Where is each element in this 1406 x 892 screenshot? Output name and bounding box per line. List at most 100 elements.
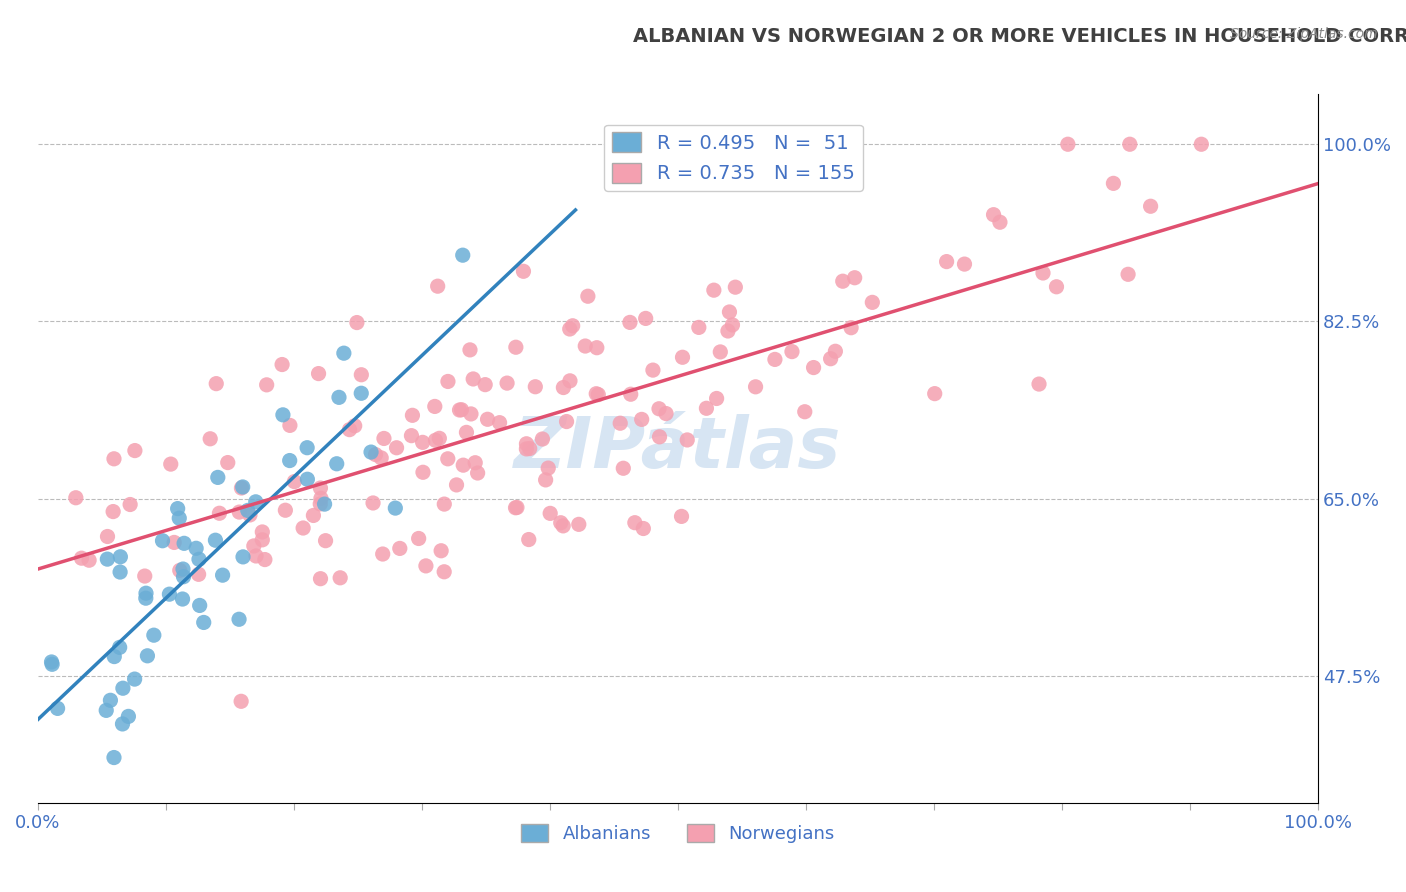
Point (935, 254, 957, 268)
Point (793, 405, 815, 419)
Point (648, 401, 671, 416)
Point (467, 466, 489, 480)
Point (718, 305, 741, 319)
Point (325, 457, 347, 471)
Point (425, 434, 447, 448)
Point (173, 570, 195, 584)
Point (460, 407, 482, 421)
Point (446, 478, 468, 492)
Point (204, 533, 226, 548)
Point (302, 508, 325, 523)
Point (252, 533, 274, 547)
Point (232, 480, 254, 494)
Point (515, 442, 537, 456)
Point (173, 536, 195, 550)
Point (553, 380, 575, 394)
Point (630, 412, 652, 426)
Point (343, 418, 366, 433)
Point (1056, 137, 1078, 152)
Point (136, 648, 159, 663)
Point (152, 533, 174, 548)
Point (436, 451, 458, 466)
Point (184, 541, 207, 556)
Point (437, 375, 460, 389)
Point (111, 681, 134, 696)
Point (451, 248, 474, 262)
Point (309, 497, 332, 511)
Point (333, 346, 356, 360)
Point (558, 374, 581, 388)
Point (232, 549, 254, 564)
Point (309, 572, 332, 586)
Point (555, 415, 578, 429)
Point (167, 511, 190, 525)
Point (676, 433, 699, 447)
Point (449, 403, 471, 417)
Point (839, 320, 862, 334)
Point (619, 315, 641, 329)
Point (271, 358, 294, 372)
Point (488, 416, 510, 430)
Point (245, 495, 267, 509)
Point (315, 533, 337, 548)
Point (588, 387, 610, 401)
Point (538, 507, 561, 521)
Point (671, 509, 693, 524)
Point (134, 569, 156, 583)
Point (988, 215, 1011, 229)
Point (117, 709, 139, 723)
Point (415, 558, 437, 573)
Point (77, 553, 100, 567)
Point (634, 311, 657, 326)
Point (519, 442, 541, 456)
Point (217, 456, 239, 470)
Point (1032, 266, 1054, 280)
Point (308, 367, 330, 381)
Point (278, 418, 301, 433)
Point (96, 703, 118, 717)
Point (70, 551, 93, 566)
Point (450, 402, 472, 417)
Point (193, 615, 215, 630)
Point (803, 360, 825, 375)
Point (512, 264, 534, 278)
Point (464, 456, 486, 470)
Point (41, 657, 63, 672)
Point (534, 473, 557, 487)
Point (609, 416, 631, 430)
Point (423, 400, 446, 414)
Point (360, 445, 382, 459)
Point (361, 496, 384, 510)
Point (205, 376, 228, 391)
Point (505, 340, 527, 354)
Point (561, 318, 583, 333)
Point (412, 465, 434, 479)
Point (412, 435, 434, 450)
Point (346, 316, 368, 330)
Point (350, 386, 373, 401)
Point (515, 437, 537, 451)
Point (612, 461, 634, 475)
Text: Source: ZipAtlas.com: Source: ZipAtlas.com (1230, 27, 1378, 41)
Point (744, 380, 766, 394)
Point (824, 344, 846, 359)
Text: ZIPátlas: ZIPátlas (515, 414, 842, 483)
Point (537, 461, 560, 475)
Point (655, 407, 678, 421)
Point (169, 563, 191, 577)
Point (517, 533, 540, 547)
Point (1045, 279, 1067, 293)
Point (188, 552, 211, 566)
Point (401, 409, 423, 423)
Point (187, 567, 209, 582)
Point (256, 377, 278, 392)
Point (371, 547, 394, 561)
Point (370, 450, 392, 465)
Point (110, 549, 132, 564)
Point (384, 501, 406, 516)
Point (124, 443, 146, 458)
Point (553, 519, 575, 533)
Point (433, 497, 456, 511)
Point (427, 431, 450, 445)
Point (456, 425, 478, 440)
